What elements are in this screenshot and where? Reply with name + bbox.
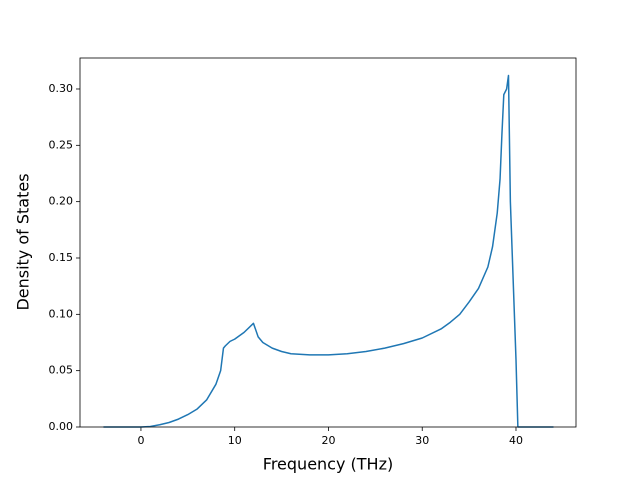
y-tick-label: 0.10 <box>49 307 74 320</box>
y-axis-label: Density of States <box>14 173 33 310</box>
x-axis-label: Frequency (THz) <box>263 455 393 474</box>
y-tick-label: 0.25 <box>49 138 74 151</box>
y-tick-label: 0.20 <box>49 195 74 208</box>
y-tick-label: 0.05 <box>49 364 74 377</box>
x-tick-label: 0 <box>137 434 144 447</box>
x-tick-label: 40 <box>509 434 523 447</box>
x-tick-label: 20 <box>321 434 335 447</box>
x-tick-label: 10 <box>228 434 242 447</box>
line <box>103 74 554 428</box>
y-tick-label: 0.00 <box>49 420 74 433</box>
y-tick-label: 0.30 <box>49 82 74 95</box>
x-tick-label: 30 <box>415 434 429 447</box>
y-tick-label: 0.15 <box>49 251 74 264</box>
plot-frame <box>79 57 577 428</box>
